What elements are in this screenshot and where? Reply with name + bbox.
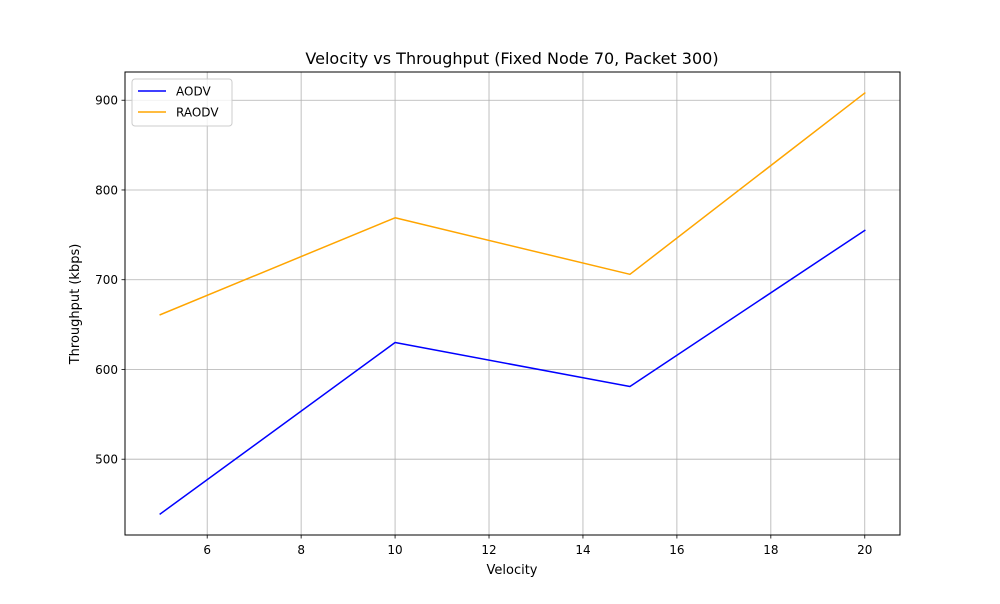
legend-label-raodv: RAODV xyxy=(176,106,219,120)
chart-title: Velocity vs Throughput (Fixed Node 70, P… xyxy=(305,49,718,68)
x-tick-label: 12 xyxy=(481,543,496,557)
y-tick-label: 700 xyxy=(95,273,118,287)
x-tick-label: 6 xyxy=(203,543,211,557)
x-tick-label: 8 xyxy=(297,543,305,557)
y-axis-label: Throughput (kbps) xyxy=(68,244,83,366)
x-tick-label: 10 xyxy=(387,543,402,557)
x-tick-label: 18 xyxy=(763,543,778,557)
y-tick-label: 500 xyxy=(95,453,118,467)
x-tick-label: 20 xyxy=(857,543,872,557)
y-tick-label: 600 xyxy=(95,363,118,377)
y-tick-label: 800 xyxy=(95,183,118,197)
x-axis-label: Velocity xyxy=(487,563,538,578)
legend: AODV RAODV xyxy=(132,79,232,126)
legend-label-aodv: AODV xyxy=(176,85,211,99)
y-tick-label: 900 xyxy=(95,94,118,108)
x-tick-label: 16 xyxy=(669,543,684,557)
x-tick-label: 14 xyxy=(575,543,590,557)
